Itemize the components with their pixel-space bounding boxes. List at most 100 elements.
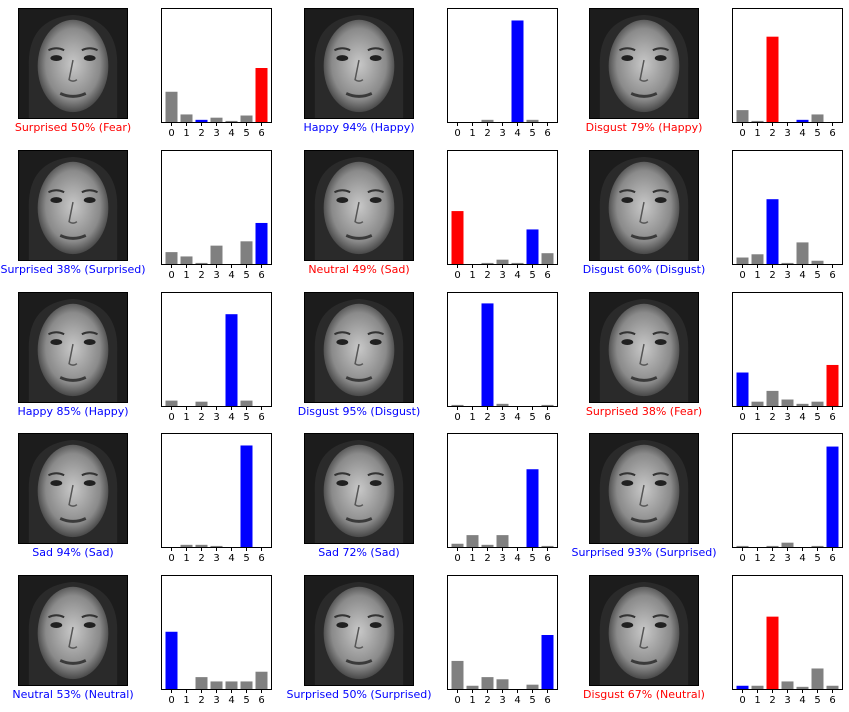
bar-class-1 [466, 535, 479, 547]
x-tick-label: 1 [469, 695, 475, 706]
face-image [304, 575, 414, 686]
x-tick-label: 6 [544, 128, 550, 139]
x-tick-label: 3 [499, 553, 505, 564]
bar-class-0 [165, 91, 178, 122]
x-tick-label: 0 [168, 553, 174, 564]
bar-class-0 [451, 660, 464, 689]
x-tick-label: 4 [799, 128, 805, 139]
probability-chart [161, 575, 272, 690]
bar-class-4 [511, 262, 524, 264]
face-image [304, 433, 414, 544]
bar-class-2 [195, 677, 208, 689]
x-tick-label: 4 [514, 553, 520, 564]
bar-class-1 [751, 401, 764, 406]
x-tick-label: 6 [544, 412, 550, 423]
face-image [18, 150, 128, 261]
bar-class-4 [796, 242, 809, 264]
x-tick-label: 1 [469, 128, 475, 139]
bar-class-3 [210, 681, 223, 689]
bar-class-5 [526, 119, 539, 122]
bar-class-2 [766, 199, 779, 264]
bar-class-2 [195, 119, 208, 122]
x-tick-label: 6 [544, 553, 550, 564]
x-tick-label: 6 [829, 270, 835, 281]
face-image [304, 150, 414, 261]
x-tick-label: 2 [198, 270, 204, 281]
x-tick-label: 3 [499, 695, 505, 706]
x-tick-label: 3 [784, 412, 790, 423]
x-tick-label: 1 [183, 270, 189, 281]
prediction-caption: Happy 94% (Happy) [303, 121, 415, 134]
x-tick-label: 1 [754, 695, 760, 706]
x-tick-label: 5 [814, 412, 820, 423]
bar-class-1 [466, 685, 479, 689]
bar-class-0 [451, 404, 464, 406]
x-tick-label: 5 [529, 270, 535, 281]
bar-class-1 [180, 114, 193, 122]
x-tick-label: 4 [228, 270, 234, 281]
x-tick-label: 0 [739, 270, 745, 281]
x-tick-label: 2 [484, 270, 490, 281]
probability-chart [732, 292, 843, 407]
x-tick-label: 4 [799, 412, 805, 423]
prediction-caption: Sad 94% (Sad) [32, 546, 114, 559]
bar-class-2 [195, 401, 208, 406]
x-tick-label: 4 [514, 412, 520, 423]
x-tick-label: 4 [799, 270, 805, 281]
x-tick-label: 2 [769, 695, 775, 706]
bar-class-6 [541, 635, 554, 689]
x-tick-label: 5 [243, 553, 249, 564]
x-tick-label: 3 [213, 128, 219, 139]
x-tick-label: 0 [168, 128, 174, 139]
x-tick-label: 0 [168, 412, 174, 423]
bar-class-2 [766, 545, 779, 547]
bar-class-3 [781, 681, 794, 689]
bar-class-1 [751, 254, 764, 264]
x-tick-label: 3 [499, 128, 505, 139]
x-tick-label: 2 [484, 412, 490, 423]
x-tick-label: 5 [529, 412, 535, 423]
x-tick-label: 2 [769, 412, 775, 423]
x-tick-label: 6 [258, 412, 264, 423]
prediction-caption: Surprised 93% (Surprised) [571, 546, 717, 559]
bar-class-2 [481, 262, 494, 264]
bar-class-2 [481, 677, 494, 689]
bar-class-6 [255, 68, 268, 122]
bar-class-5 [240, 241, 253, 264]
x-tick-label: 4 [228, 412, 234, 423]
bar-class-6 [541, 545, 554, 547]
probability-chart [732, 575, 843, 690]
face-image [18, 292, 128, 403]
x-tick-label: 0 [168, 270, 174, 281]
x-tick-label: 2 [769, 270, 775, 281]
bar-class-0 [736, 545, 749, 547]
bar-class-6 [826, 364, 839, 406]
probability-chart [447, 575, 558, 690]
bar-class-6 [255, 671, 268, 689]
bar-class-2 [766, 36, 779, 122]
probability-chart [447, 292, 558, 407]
bar-class-3 [496, 679, 509, 689]
bar-class-6 [541, 253, 554, 264]
x-tick-label: 6 [258, 553, 264, 564]
x-tick-label: 3 [784, 695, 790, 706]
face-image [18, 8, 128, 119]
x-tick-label: 2 [198, 128, 204, 139]
x-tick-label: 6 [829, 695, 835, 706]
x-tick-label: 0 [168, 695, 174, 706]
face-image [304, 292, 414, 403]
x-tick-label: 4 [799, 695, 805, 706]
bar-class-6 [826, 446, 839, 547]
x-tick-label: 2 [769, 553, 775, 564]
bar-class-4 [225, 314, 238, 406]
face-image [304, 8, 414, 119]
x-tick-label: 6 [258, 695, 264, 706]
x-tick-label: 0 [454, 695, 460, 706]
